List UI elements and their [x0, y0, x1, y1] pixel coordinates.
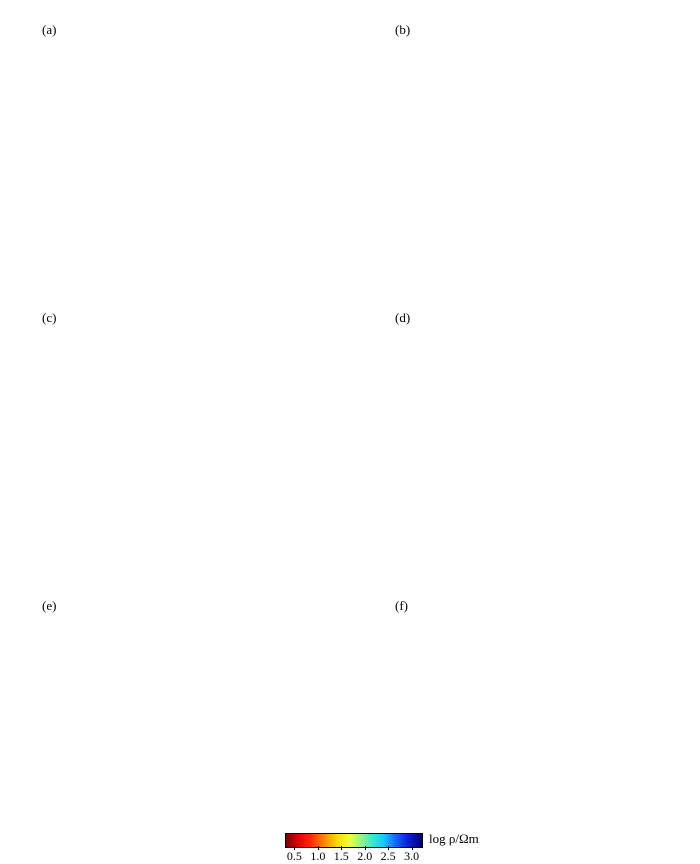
panel-d-label: (d): [395, 310, 411, 325]
colorbar-tick-label: 3.0: [404, 849, 420, 863]
colorbar-tick-label: 1.0: [310, 849, 326, 863]
panel-a-label: (a): [42, 22, 57, 37]
panel-c-label: (c): [42, 310, 57, 325]
panel-f: (f): [350, 576, 700, 864]
colorbar-tickmark: [341, 846, 343, 850]
colorbar-tickmark: [364, 846, 366, 850]
colorbar-tick-label: 2.5: [380, 849, 396, 863]
colorbar-tickmark: [411, 846, 413, 850]
colorbar-tick-label: 1.5: [333, 849, 349, 863]
colorbar: log ρ/Ωm 0.5 1.0 1.5 2.0 2.5 3.0: [285, 831, 545, 863]
colorbar-axis-label: log ρ/Ωm: [429, 831, 479, 846]
panel-d: (d): [350, 288, 700, 576]
colorbar-tick-label: 0.5: [286, 849, 302, 863]
panel-b-label: (b): [395, 22, 411, 37]
colorbar-tickmark: [317, 846, 319, 850]
panel-e: (e): [0, 576, 350, 864]
colorbar-tickmark: [388, 846, 390, 850]
colorbar-gradient: [285, 833, 423, 848]
panel-f-label: (f): [395, 598, 408, 613]
colorbar-tick-label: 2.0: [357, 849, 373, 863]
colorbar-tickmark: [294, 846, 296, 850]
panel-e-label: (e): [42, 598, 57, 613]
panel-c: (c): [0, 288, 350, 576]
panel-b: (b): [350, 0, 700, 288]
panel-a: (a): [0, 0, 350, 288]
